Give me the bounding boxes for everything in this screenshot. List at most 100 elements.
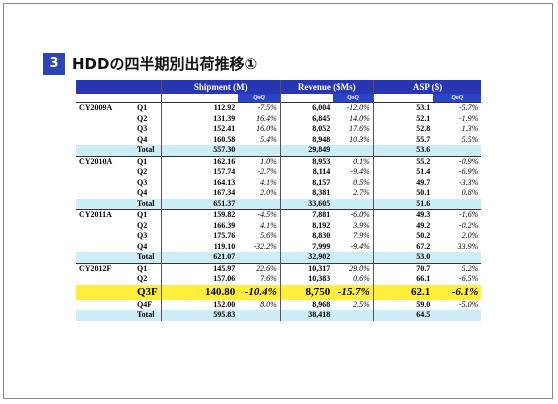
slide-title: HDDの四半期別出荷推移① [72, 55, 258, 73]
qoq-label: QoQ [433, 94, 482, 103]
total-cell: 32,902 [279, 252, 334, 263]
quarter-label: Q2 [137, 167, 148, 176]
qoq-cell: -3.3% [458, 177, 479, 187]
value-cell: 162.16 [160, 155, 239, 167]
year-label [76, 188, 134, 199]
total-cell: 38,418 [279, 310, 334, 321]
qoq-label: QoQ [333, 94, 374, 103]
value-cell: 55.2 [372, 155, 434, 167]
value-cell: 8,381 [279, 188, 334, 199]
empty-cell [433, 252, 482, 263]
data-row: Q2 166.39 4.1% 8,192 3.9% 49.2 -0.2% [76, 220, 481, 231]
sub-header-row: QoQ QoQ QoQ [76, 94, 482, 103]
data-row: CY2009A Q1 112.92 -7.5% 6,004 -12.0% 53.1 -5.7% [76, 102, 482, 114]
qoq-cell: 0.5% [353, 177, 370, 187]
value-cell: 131.39 [160, 113, 239, 124]
year-label [76, 242, 134, 253]
value-cell: 59.0 [372, 299, 434, 310]
quarter-label: Q1 [134, 102, 162, 114]
qoq-label: QoQ [238, 94, 281, 103]
qoq-cell: -6.1% [433, 284, 482, 300]
qoq-cell: -5.0% [458, 299, 479, 309]
qoq-cell: -12.0% [333, 102, 374, 114]
qoq-cell: 5.5% [461, 134, 479, 144]
year-label [76, 310, 134, 321]
year-label [76, 135, 134, 146]
qoq-cell: 5.4% [260, 134, 277, 144]
qoq-cell: -1.9% [458, 113, 479, 123]
qoq-cell: 14.0% [349, 113, 370, 123]
value-cell: 50.2 [372, 231, 434, 242]
total-cell: 51.6 [372, 198, 434, 210]
value-cell: 6,004 [279, 102, 334, 114]
total-cell: 651.37 [160, 198, 239, 210]
value-cell: 152.00 [160, 299, 239, 310]
qoq-cell: 1.0% [238, 155, 281, 167]
qoq-cell: -2.7% [257, 167, 277, 176]
value-cell: 70.7 [372, 262, 434, 274]
qoq-cell: 10.3% [349, 134, 370, 144]
total-cell: 557.30 [160, 145, 239, 156]
data-row: Q3 152.41 16.0% 8,052 17.6% 52.8 1.3% [76, 124, 481, 135]
qoq-cell: 2.5% [353, 299, 370, 309]
slide: 3 HDDの四半期別出荷推移① [3, 3, 553, 399]
value-cell: 67.2 [372, 241, 434, 252]
qoq-cell: 16.4% [256, 113, 277, 123]
qoq-cell: 2.0% [461, 231, 479, 240]
column-header: Revenue ($Ms) [279, 80, 374, 94]
qoq-cell: -6.5% [458, 274, 479, 283]
value-cell: 51.4 [372, 167, 434, 178]
value-cell: 159.82 [160, 209, 239, 221]
data-row: Q4 160.58 5.4% 8,948 10.3% 55.7 5.5% [76, 134, 481, 146]
quarter-label: Q2 [137, 113, 148, 123]
qoq-cell: -9.4% [350, 167, 370, 176]
qoq-cell: 0.8% [461, 188, 479, 197]
value-cell: 10,317 [279, 262, 334, 274]
value-cell: 157.74 [160, 167, 239, 178]
qoq-cell: 3.9% [353, 220, 370, 230]
value-cell: 175.76 [160, 231, 239, 242]
qoq-cell: 7.9% [353, 231, 370, 240]
value-cell: 145.97 [160, 262, 239, 274]
data-row: CY2012F Q1 145.97 22.6% 10,317 29.0% 70.7 5.2% [76, 262, 482, 274]
qoq-cell: 2.0% [260, 188, 277, 197]
qoq-cell: -5.7% [433, 102, 482, 114]
total-cell: 595.83 [160, 310, 239, 321]
value-cell: 52.8 [372, 124, 434, 135]
qoq-cell: 5.2% [433, 262, 482, 274]
value-cell: 50.1 [372, 188, 434, 199]
year-label: CY2009A [76, 102, 134, 114]
shipment-table: Shipment (M) Revenue ($Ms) ASP ($) QoQ QoQ Qo… [76, 80, 482, 321]
value-cell: 8,750 [279, 284, 334, 300]
quarter-label: Q2 [137, 274, 148, 283]
value-cell: 66.1 [372, 274, 434, 285]
total-row: Total 621.07 32,902 53.0 [76, 252, 482, 263]
qoq-cell: 5.6% [260, 231, 277, 240]
empty-cell [238, 310, 281, 321]
value-cell: 53.1 [372, 102, 434, 114]
total-cell: 621.07 [160, 252, 239, 263]
qoq-cell: 8.0% [260, 299, 277, 309]
value-cell: 8,052 [279, 124, 334, 135]
year-label: CY2010A [76, 155, 134, 167]
total-label: Total [134, 198, 162, 210]
empty-cell [238, 198, 281, 210]
quarter-label: Q4 [137, 134, 148, 144]
data-row: Q3 164.13 4.1% 8,157 0.5% 49.7 -3.3% [76, 177, 481, 188]
value-cell: 166.39 [160, 220, 239, 231]
value-cell: 140.80 [160, 284, 239, 300]
data-row: Q2 157.74 -2.7% 8,114 -9.4% 51.4 -6.9% [76, 167, 481, 178]
value-cell: 8,157 [279, 177, 334, 188]
qoq-cell: -32.2% [253, 241, 277, 251]
sub-cell [279, 94, 334, 103]
value-cell: 49.2 [372, 220, 434, 231]
empty-cell [333, 145, 374, 156]
empty-cell [433, 310, 482, 321]
qoq-cell: -15.7% [333, 284, 374, 300]
total-cell: 53.0 [372, 252, 434, 263]
qoq-cell: 0.6% [353, 274, 370, 283]
value-cell: 152.41 [160, 124, 239, 135]
qoq-cell: 7.6% [260, 274, 277, 283]
empty-cell [333, 252, 374, 263]
quarter-label: Q3F [134, 284, 162, 300]
